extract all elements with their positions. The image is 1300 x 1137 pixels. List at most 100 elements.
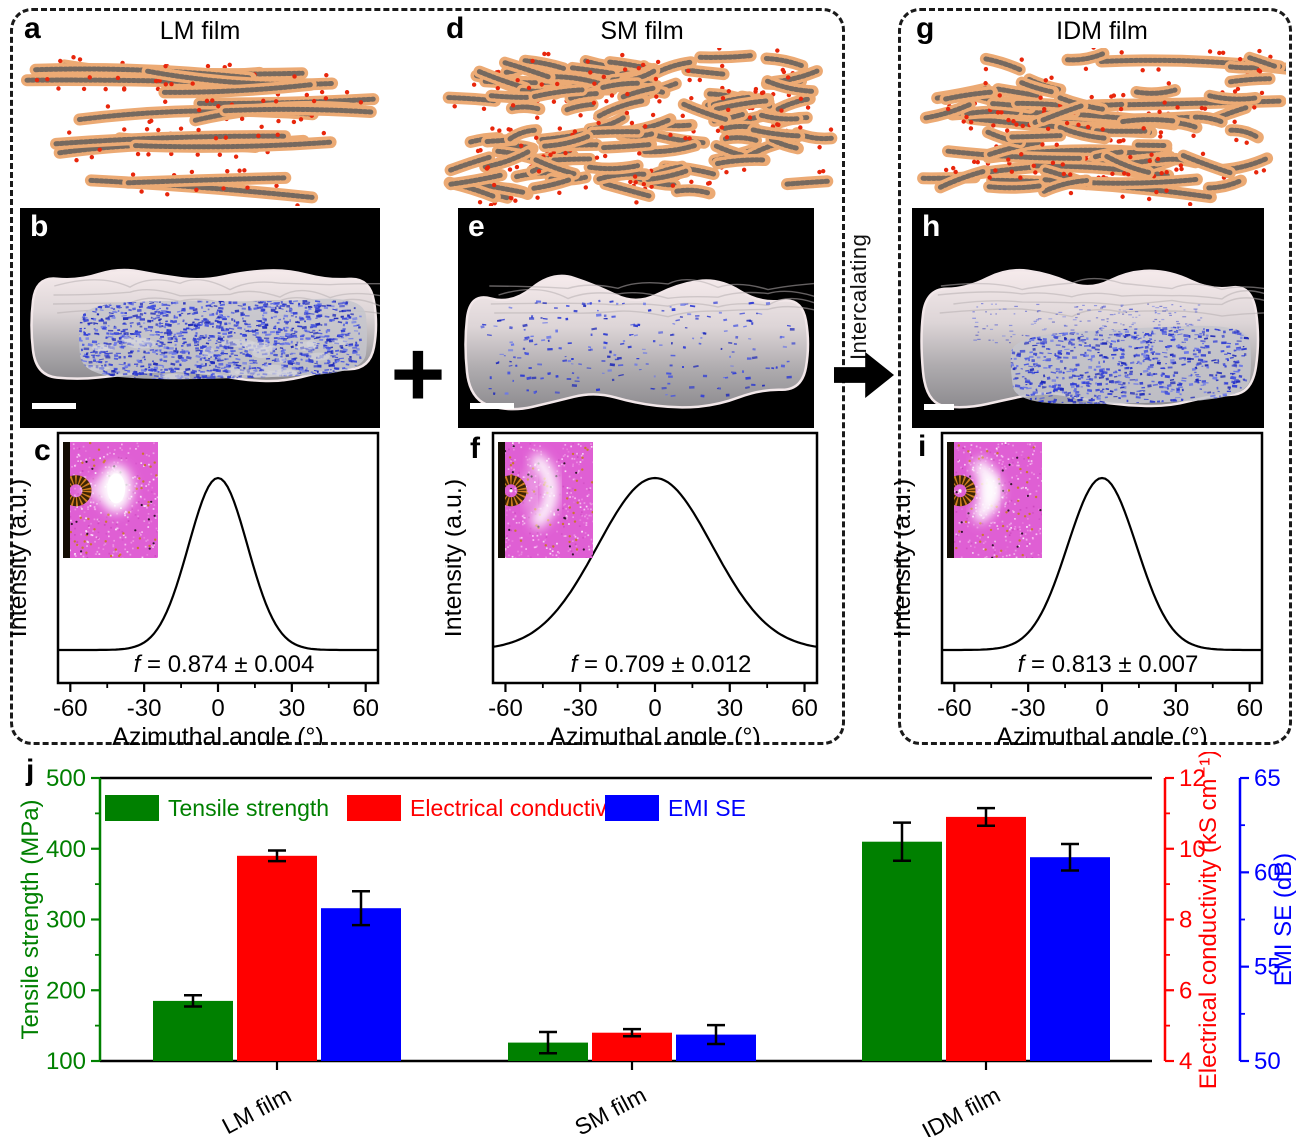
svg-text:Electrical conductivity: Electrical conductivity	[410, 795, 630, 821]
y-axis-label: Intensity (a.u.)	[894, 479, 916, 637]
mxene-flake	[1131, 134, 1173, 157]
mxene-flake	[583, 155, 644, 179]
waxs-inset	[498, 442, 593, 558]
porosity-speckles	[480, 299, 798, 398]
orientation-factor-annotation: f = 0.709 ± 0.012	[571, 651, 752, 678]
mxene-flake	[499, 56, 556, 87]
svg-text:-30: -30	[127, 695, 162, 722]
mxene-flake	[760, 48, 809, 73]
mxene-flake	[710, 89, 774, 116]
svg-text:12: 12	[1179, 765, 1206, 792]
mxene-flake	[1054, 121, 1111, 145]
intensity-curve	[942, 476, 1262, 652]
mxene-flake	[934, 159, 991, 194]
error-bar	[977, 806, 995, 828]
sm-flake-schematic	[442, 48, 838, 206]
mxene-flake	[681, 64, 730, 83]
tensile-strength-axis: 100 200 300 400 500	[46, 765, 102, 1075]
x-axis-ticks: -60 -30 0 30 60	[937, 683, 1263, 722]
mxene-flake	[638, 135, 702, 158]
scale-bar-h	[924, 404, 954, 410]
error-bar	[184, 993, 202, 1008]
svg-text:-60: -60	[53, 695, 88, 722]
svg-text:60: 60	[791, 695, 818, 722]
mxene-flake	[1005, 129, 1067, 147]
svg-text:4: 4	[1179, 1048, 1192, 1075]
svg-text:30: 30	[278, 695, 305, 722]
svg-text:0: 0	[1095, 695, 1108, 722]
mxene-flake	[129, 130, 337, 159]
x-axis-ticks: -60 -30 0 30 60	[488, 683, 818, 722]
svg-text:400: 400	[46, 836, 86, 863]
tomography-render-e	[458, 208, 814, 428]
y-axis-label: Intensity (a.u.)	[445, 479, 467, 637]
mxene-flake	[1090, 124, 1151, 144]
svg-text:30: 30	[1162, 695, 1189, 722]
category-label-SM-film: SM film	[570, 1081, 650, 1137]
scale-bar-b	[32, 403, 76, 409]
bar-chart-panel-j: 100 200 300 400 500 4 6 8 10 12 50 55 60 65 Tensile st…	[17, 752, 1297, 1137]
mxene-flake	[538, 129, 594, 156]
mxene-flake	[755, 108, 804, 129]
category-label-LM-film: LM film	[218, 1081, 296, 1137]
panel-title-sm-film: SM film	[600, 17, 684, 45]
film-slab	[464, 274, 810, 411]
mxene-flake	[983, 175, 1046, 194]
svg-text:-30: -30	[563, 695, 598, 722]
panel-letter-g: g	[916, 12, 935, 45]
error-bar	[893, 821, 911, 863]
x-axis-label: Azimuthal angle (°)	[996, 723, 1207, 745]
intensity-curve	[492, 476, 818, 648]
legend: Tensile strength Electrical conductivity E…	[105, 795, 746, 821]
tensile-axis-title: Tensile strength (MPa)	[17, 799, 44, 1039]
mxene-flake	[641, 165, 692, 188]
svg-text:-60: -60	[937, 695, 972, 722]
svg-text:0: 0	[648, 695, 661, 722]
mxene-flake	[528, 81, 589, 104]
x-axis-ticks: -60 -30 0 30 60	[53, 683, 379, 722]
svg-text:0: 0	[211, 695, 224, 722]
svg-text:60: 60	[352, 695, 379, 722]
mxene-flake	[1224, 124, 1264, 145]
orientation-factor-annotation: f = 0.813 ± 0.007	[1018, 651, 1199, 678]
panel-letter-d: d	[446, 12, 465, 45]
emi-axis-title: EMI SE (dB)	[1270, 853, 1297, 986]
tomography-panel-h	[912, 208, 1264, 428]
svg-text:Tensile strength: Tensile strength	[168, 795, 329, 821]
mxene-flake	[747, 122, 806, 142]
mxene-flake	[122, 168, 292, 193]
mxene-flake	[939, 81, 998, 112]
mxene-flake	[1038, 171, 1093, 198]
mxene-flake	[1015, 76, 1060, 100]
mxene-flake	[670, 179, 716, 200]
bars-group	[153, 806, 1110, 1061]
conductivity-axis-title: Electrical conductivity (kS cm⁻¹)	[1195, 752, 1222, 1089]
bar-IDM-film-Tensile-strength	[862, 841, 942, 1061]
panel-title-idm-film: IDM film	[1056, 17, 1148, 45]
azimuthal-plot-i: -60 -30 0 30 60 Azimuthal angle (°) Intensity …	[894, 431, 1264, 745]
tomography-render-h	[912, 208, 1264, 428]
scale-bar-e	[470, 403, 514, 409]
idm-flake-schematic	[910, 48, 1286, 206]
mxene-flake	[694, 48, 757, 69]
svg-text:-30: -30	[1011, 695, 1046, 722]
mxene-flake	[677, 95, 732, 130]
mxene-flake	[444, 166, 508, 191]
mxene-flake	[596, 74, 644, 97]
conductivity-axis: 4 6 8 10 12	[1163, 765, 1206, 1075]
svg-text:300: 300	[46, 907, 86, 934]
tomography-panel-e	[458, 208, 814, 428]
mxene-flake	[593, 167, 652, 187]
bar-LM-film-Electrical-conductivity	[237, 855, 317, 1061]
mxene-flake	[485, 85, 535, 108]
x-axis-label: Azimuthal angle (°)	[549, 723, 760, 745]
y-axis-label: Intensity (a.u.)	[10, 479, 32, 637]
bar-LM-film-Tensile-strength	[153, 1000, 233, 1061]
right-dashed-box	[898, 8, 1292, 745]
emi-se-axis: 50 55 60 65	[1238, 765, 1281, 1075]
waxs-inset	[63, 442, 158, 558]
bar-IDM-film-EMI-SE	[1030, 857, 1110, 1061]
mxene-flake	[1177, 149, 1236, 179]
mxene-flake	[219, 98, 377, 122]
